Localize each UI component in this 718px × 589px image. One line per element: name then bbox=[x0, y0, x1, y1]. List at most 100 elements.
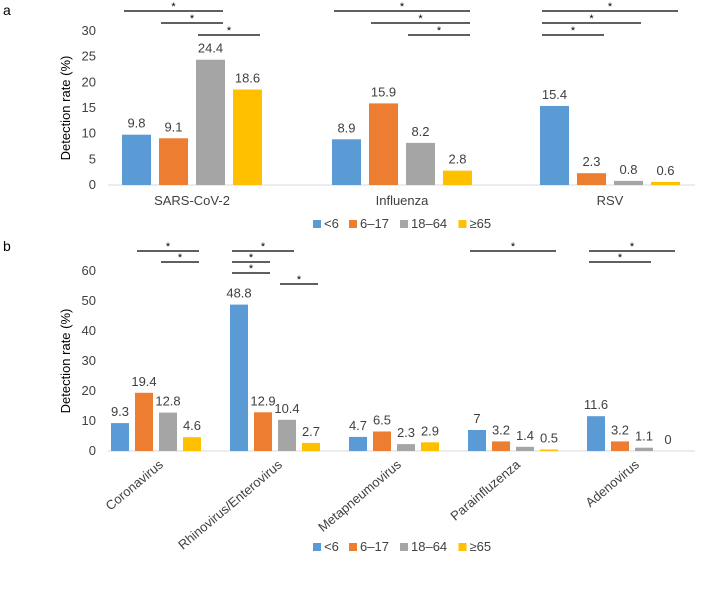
y-tick-label: 20 bbox=[82, 383, 96, 398]
bar bbox=[233, 89, 262, 185]
data-label: 3.2 bbox=[611, 422, 629, 437]
y-tick-label: 15 bbox=[82, 100, 96, 115]
bar bbox=[540, 449, 558, 451]
significance-star: * bbox=[261, 241, 266, 253]
bar bbox=[369, 103, 398, 185]
significance-star: * bbox=[249, 252, 254, 264]
bar bbox=[651, 181, 680, 185]
data-label: 48.8 bbox=[226, 286, 251, 301]
bar bbox=[577, 173, 606, 185]
data-label: 4.6 bbox=[183, 418, 201, 433]
legend-swatch bbox=[458, 543, 467, 551]
y-tick-label: 10 bbox=[82, 413, 96, 428]
category-label: RSV bbox=[597, 193, 624, 208]
data-label: 0.6 bbox=[656, 163, 674, 178]
y-tick-label: 25 bbox=[82, 49, 96, 64]
significance-star: * bbox=[618, 252, 623, 264]
y-axis-title: Detection rate (%) bbox=[58, 309, 73, 414]
legend-label: 6–17 bbox=[360, 539, 389, 554]
category-label: Metapneumovirus bbox=[315, 456, 404, 534]
legend-swatch bbox=[458, 220, 467, 228]
legend-swatch bbox=[349, 543, 357, 551]
bar bbox=[135, 392, 153, 451]
panel-a-chart: a 0 5 10 15 20 25 30 Detection rate (%) 9.8 8.9 15.… bbox=[3, 1, 695, 231]
bar bbox=[302, 442, 320, 451]
bar bbox=[406, 142, 435, 185]
panel-b-chart: b 0 10 20 30 40 50 60 Detection rate (%) 9.3 48.8 4… bbox=[3, 238, 695, 554]
legend-label: 18–64 bbox=[411, 216, 447, 231]
legend-swatch bbox=[313, 220, 321, 228]
data-label: 4.7 bbox=[349, 418, 367, 433]
bar bbox=[611, 441, 629, 451]
y-axis-title: Detection rate (%) bbox=[58, 56, 73, 161]
category-label: Coronavirus bbox=[103, 456, 167, 513]
legend-label: 6–17 bbox=[360, 216, 389, 231]
bar bbox=[183, 437, 201, 451]
significance-star: * bbox=[171, 1, 176, 13]
significance-star: * bbox=[249, 263, 254, 275]
data-label: 2.9 bbox=[421, 423, 439, 438]
data-label: 15.4 bbox=[542, 87, 567, 102]
category-label: Influenza bbox=[376, 193, 430, 208]
y-tick-label: 30 bbox=[82, 23, 96, 38]
bar bbox=[635, 447, 653, 451]
y-tick-label: 0 bbox=[89, 443, 96, 458]
bar bbox=[278, 419, 296, 451]
significance-star: * bbox=[608, 1, 613, 13]
bar bbox=[332, 139, 361, 185]
data-label: 7 bbox=[473, 411, 480, 426]
legend-label: ≥65 bbox=[470, 216, 492, 231]
bar bbox=[349, 436, 367, 451]
bar bbox=[122, 134, 151, 185]
legend-label: <6 bbox=[324, 539, 339, 554]
data-label: 19.4 bbox=[131, 374, 156, 389]
y-tick-label: 60 bbox=[82, 263, 96, 278]
data-label: 0 bbox=[664, 432, 671, 447]
bar bbox=[614, 180, 643, 185]
bar bbox=[421, 442, 439, 451]
panel-letter: a bbox=[3, 2, 11, 18]
category-label: Adenovirus bbox=[582, 456, 642, 510]
category-label: Rhinovirus/Enterovirus bbox=[175, 456, 285, 552]
category-label: Parainfluzenza bbox=[447, 456, 523, 523]
y-tick-label: 5 bbox=[89, 151, 96, 166]
y-tick-label: 0 bbox=[89, 177, 96, 192]
data-label: 8.2 bbox=[411, 124, 429, 139]
data-label: 3.2 bbox=[492, 422, 510, 437]
category-label: SARS-CoV-2 bbox=[154, 193, 230, 208]
legend-swatch bbox=[400, 220, 408, 228]
significance-star: * bbox=[178, 252, 183, 264]
significance-star: * bbox=[227, 25, 232, 37]
data-label: 18.6 bbox=[235, 71, 260, 86]
bar bbox=[159, 412, 177, 451]
data-label: 1.4 bbox=[516, 428, 534, 443]
data-label: 10.4 bbox=[274, 401, 299, 416]
bar bbox=[443, 170, 472, 185]
y-tick-label: 20 bbox=[82, 74, 96, 89]
significance-star: * bbox=[511, 241, 516, 253]
significance-star: * bbox=[571, 25, 576, 37]
legend-label: <6 bbox=[324, 216, 339, 231]
data-label: 15.9 bbox=[371, 84, 396, 99]
significance-star: * bbox=[437, 25, 442, 37]
data-label: 2.3 bbox=[582, 154, 600, 169]
bar bbox=[492, 441, 510, 451]
significance-star: * bbox=[297, 274, 302, 286]
data-label: 8.9 bbox=[337, 120, 355, 135]
data-label: 12.9 bbox=[250, 393, 275, 408]
bar bbox=[373, 431, 391, 451]
data-label: 12.8 bbox=[155, 394, 180, 409]
legend-swatch bbox=[349, 220, 357, 228]
data-label: 2.7 bbox=[302, 424, 320, 439]
significance-star: * bbox=[630, 241, 635, 253]
data-label: 6.5 bbox=[373, 413, 391, 428]
data-label: 11.6 bbox=[584, 397, 608, 412]
significance-star: * bbox=[166, 241, 171, 253]
data-label: 24.4 bbox=[198, 41, 223, 56]
bar bbox=[468, 430, 486, 451]
data-label: 2.8 bbox=[448, 152, 466, 167]
data-label: 0.5 bbox=[540, 431, 558, 446]
significance-star: * bbox=[418, 13, 423, 25]
panel-letter: b bbox=[3, 238, 11, 254]
